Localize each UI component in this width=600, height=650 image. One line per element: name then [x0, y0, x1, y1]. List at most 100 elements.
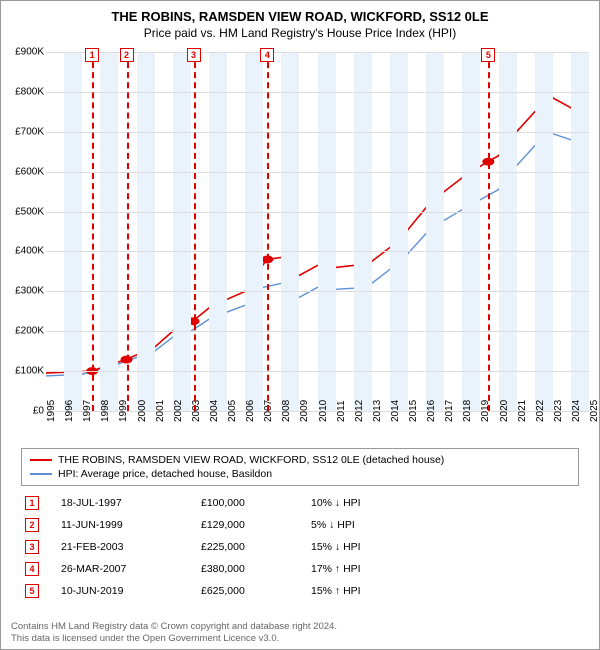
legend: THE ROBINS, RAMSDEN VIEW ROAD, WICKFORD,… [21, 448, 579, 486]
table-date: 26-MAR-2007 [61, 563, 201, 575]
sale-marker-line [194, 52, 196, 411]
chart-container: THE ROBINS, RAMSDEN VIEW ROAD, WICKFORD,… [0, 0, 600, 650]
table-marker: 5 [25, 584, 39, 598]
table-price: £100,000 [201, 497, 311, 509]
legend-row: THE ROBINS, RAMSDEN VIEW ROAD, WICKFORD,… [30, 453, 570, 467]
x-axis-label: 2020 [499, 400, 510, 422]
year-band [535, 52, 553, 411]
x-axis-label: 2006 [245, 400, 256, 422]
table-row: 1 18-JUL-1997£100,00010% ↓ HPI [21, 492, 579, 514]
x-axis-label: 2017 [444, 400, 455, 422]
x-axis-label: 2025 [589, 400, 600, 422]
y-axis-label: £900K [1, 47, 44, 58]
sale-marker-line [267, 52, 269, 411]
x-axis-label: 2013 [372, 400, 383, 422]
year-band [426, 52, 444, 411]
legend-swatch [30, 459, 52, 461]
footer: Contains HM Land Registry data © Crown c… [11, 621, 337, 645]
chart: £0£100K£200K£300K£400K£500K£600K£700K£80… [46, 52, 589, 442]
legend-label: HPI: Average price, detached house, Basi… [58, 468, 272, 480]
year-band [318, 52, 336, 411]
x-axis-label: 2022 [535, 400, 546, 422]
x-axis-label: 2018 [462, 400, 473, 422]
table-price: £625,000 [201, 585, 311, 597]
x-axis-label: 2011 [336, 400, 347, 422]
x-axis-label: 2023 [553, 400, 564, 422]
table-diff: 17% ↑ HPI [311, 563, 391, 575]
x-axis-label: 2021 [517, 400, 528, 422]
x-axis-label: 2005 [227, 400, 238, 422]
table-diff: 15% ↑ HPI [311, 585, 391, 597]
x-axis-label: 1995 [46, 400, 57, 422]
year-band [137, 52, 155, 411]
year-band [390, 52, 408, 411]
y-axis-label: £700K [1, 126, 44, 137]
y-axis-label: £200K [1, 326, 44, 337]
x-axis-label: 2010 [318, 400, 329, 422]
plot-area: £0£100K£200K£300K£400K£500K£600K£700K£80… [46, 52, 589, 412]
table-marker: 3 [25, 540, 39, 554]
table-price: £380,000 [201, 563, 311, 575]
footer-line2: This data is licensed under the Open Gov… [11, 633, 337, 645]
sale-marker-box: 5 [481, 48, 495, 62]
sale-marker-line [92, 52, 94, 411]
table-marker: 4 [25, 562, 39, 576]
x-axis-label: 2000 [137, 400, 148, 422]
year-band [209, 52, 227, 411]
x-axis-label: 2004 [209, 400, 220, 422]
year-band [173, 52, 191, 411]
year-band [281, 52, 299, 411]
sale-marker-box: 1 [85, 48, 99, 62]
table-diff: 15% ↓ HPI [311, 541, 391, 553]
year-band [245, 52, 263, 411]
year-band [64, 52, 82, 411]
table-date: 18-JUL-1997 [61, 497, 201, 509]
year-band [100, 52, 118, 411]
legend-label: THE ROBINS, RAMSDEN VIEW ROAD, WICKFORD,… [58, 454, 444, 466]
x-axis-label: 2016 [426, 400, 437, 422]
x-axis-label: 2002 [173, 400, 184, 422]
table-date: 21-FEB-2003 [61, 541, 201, 553]
table-row: 510-JUN-2019£625,00015% ↑ HPI [21, 580, 579, 602]
y-axis-label: £300K [1, 286, 44, 297]
chart-subtitle: Price paid vs. HM Land Registry's House … [11, 26, 589, 40]
y-axis-label: £0 [1, 406, 44, 417]
sale-marker-line [488, 52, 490, 411]
chart-title: THE ROBINS, RAMSDEN VIEW ROAD, WICKFORD,… [11, 9, 589, 24]
y-axis-label: £500K [1, 206, 44, 217]
table-marker: 2 [25, 518, 39, 532]
legend-swatch [30, 473, 52, 475]
table-date: 11-JUN-1999 [61, 519, 201, 531]
x-axis-label: 2012 [354, 400, 365, 422]
x-axis-label: 2001 [155, 400, 166, 422]
year-band [354, 52, 372, 411]
footer-line1: Contains HM Land Registry data © Crown c… [11, 621, 337, 633]
year-band [462, 52, 480, 411]
y-axis-label: £400K [1, 246, 44, 257]
title-area: THE ROBINS, RAMSDEN VIEW ROAD, WICKFORD,… [1, 1, 599, 44]
table-price: £129,000 [201, 519, 311, 531]
table-diff: 10% ↓ HPI [311, 497, 391, 509]
y-axis-label: £600K [1, 166, 44, 177]
table-row: 4 26-MAR-2007£380,00017% ↑ HPI [21, 558, 579, 580]
x-axis-label: 2024 [571, 400, 582, 422]
table-row: 3 21-FEB-2003£225,00015% ↓ HPI [21, 536, 579, 558]
year-band [571, 52, 589, 411]
x-axis-label: 2014 [390, 400, 401, 422]
table-marker: 1 [25, 496, 39, 510]
table-diff: 5% ↓ HPI [311, 519, 391, 531]
table-row: 2 11-JUN-1999£129,0005% ↓ HPI [21, 514, 579, 536]
x-axis-label: 1996 [64, 400, 75, 422]
sales-table: 1 18-JUL-1997£100,00010% ↓ HPI 2 11-JUN-199… [21, 492, 579, 602]
x-axis-label: 1998 [100, 400, 111, 422]
sale-marker-line [127, 52, 129, 411]
table-price: £225,000 [201, 541, 311, 553]
sale-marker-box: 4 [260, 48, 274, 62]
x-axis-label: 2015 [408, 400, 419, 422]
legend-row: HPI: Average price, detached house, Basi… [30, 467, 570, 481]
year-band [499, 52, 517, 411]
sale-marker-box: 2 [120, 48, 134, 62]
y-axis-label: £100K [1, 366, 44, 377]
x-axis-label: 2009 [299, 400, 310, 422]
y-axis-label: £800K [1, 86, 44, 97]
